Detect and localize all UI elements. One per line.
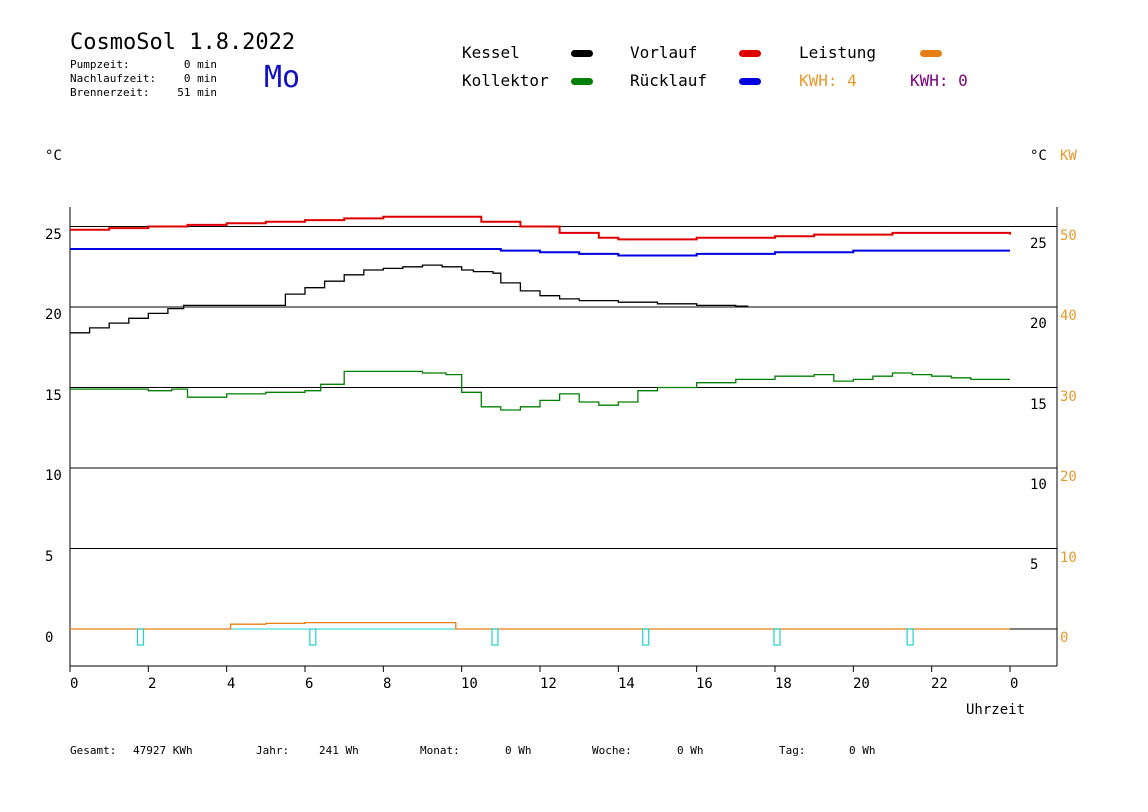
brennerzeit-value: 51 min (177, 86, 217, 99)
x-tick-12: 12 (540, 676, 557, 692)
legend-kollektor-swatch (571, 78, 593, 85)
kw-tick-40: 40 (1060, 308, 1077, 324)
x-axis-label: Uhrzeit (966, 702, 1026, 718)
app-title: CosmoSol 1.8.2022 (70, 30, 296, 55)
brennerzeit-label: Brennerzeit: (70, 86, 150, 99)
x-tick-4: 4 (227, 676, 236, 692)
pump-marker-5 (906, 628, 914, 646)
left-tick-25: 25 (45, 227, 62, 243)
legend-ruecklauf-label: Rücklauf (630, 71, 708, 90)
legend-kessel-swatch (571, 50, 593, 57)
x-tick-2: 2 (148, 676, 157, 692)
legend-kessel-label: Kessel (462, 43, 520, 62)
monat-value: 0 Wh (505, 744, 532, 757)
series-line-0 (70, 215, 1011, 241)
left-axis-unit: °C (45, 148, 62, 164)
legend-leistung-label: Leistung (799, 43, 877, 62)
right-tick-5: 5 (1030, 557, 1039, 573)
right-tick-20: 20 (1030, 316, 1047, 332)
pump-marker-3 (642, 628, 650, 646)
gesamt-label: Gesamt: (70, 744, 117, 757)
chart-plot (70, 215, 1011, 646)
legend-vorlauf-label: Vorlauf (630, 43, 698, 62)
x-tick-18: 18 (775, 676, 792, 692)
tag-value: 0 Wh (849, 744, 876, 757)
kw-tick-20: 20 (1060, 469, 1077, 485)
x-tick-16: 16 (696, 676, 713, 692)
x-tick-14: 14 (618, 676, 635, 692)
x-tick-10: 10 (461, 676, 478, 692)
nachlaufzeit-value: 0 min (183, 72, 217, 85)
kw-tick-0: 0 (1060, 630, 1069, 646)
chart-grid (69, 207, 1058, 672)
left-tick-5: 5 (45, 549, 54, 565)
x-tick-0: 0 (70, 676, 79, 692)
right-axis-unit: °C (1030, 148, 1047, 164)
gesamt-value: 47927 KWh (133, 744, 193, 757)
jahr-label: Jahr: (256, 744, 290, 757)
left-tick-20: 20 (45, 307, 62, 323)
weekday-label: Mo (264, 60, 301, 95)
left-tick-10: 10 (45, 468, 62, 484)
right-tick-25: 25 (1030, 236, 1047, 252)
x-tick-8: 8 (383, 676, 392, 692)
kw-axis-unit: KW (1060, 148, 1077, 164)
right-tick-15: 15 (1030, 397, 1047, 413)
woche-value: 0 Wh (677, 744, 704, 757)
pump-marker-1 (309, 628, 317, 646)
jahr-value: 241 Wh (319, 744, 359, 757)
series-line-3 (70, 370, 1010, 411)
legend-ruecklauf-swatch (739, 78, 761, 85)
series-line-2 (70, 264, 749, 334)
pump-marker-4 (773, 628, 781, 646)
pumpzeit-label: Pumpzeit: (70, 58, 130, 71)
kwh-purple-label: KWH: 0 (910, 71, 968, 90)
series-line-4 (70, 621, 1010, 630)
pump-marker-2 (491, 628, 499, 646)
legend-leistung-swatch (920, 50, 942, 57)
kw-tick-50: 50 (1060, 228, 1077, 244)
x-tick-22: 22 (931, 676, 948, 692)
left-tick-15: 15 (45, 388, 62, 404)
nachlaufzeit-label: Nachlaufzeit: (70, 72, 157, 85)
x-tick-24: 0 (1010, 676, 1019, 692)
kwh-orange-label: KWH: 4 (799, 71, 857, 90)
legend-vorlauf-swatch (739, 50, 761, 57)
monat-label: Monat: (420, 744, 460, 757)
pumpzeit-value: 0 min (183, 58, 217, 71)
woche-label: Woche: (592, 744, 632, 757)
legend-kollektor-label: Kollektor (462, 71, 549, 90)
x-tick-6: 6 (305, 676, 314, 692)
x-tick-20: 20 (853, 676, 870, 692)
left-tick-0: 0 (45, 630, 54, 646)
right-tick-10: 10 (1030, 477, 1047, 493)
kw-tick-30: 30 (1060, 389, 1077, 405)
pump-marker-0 (136, 628, 145, 646)
tag-label: Tag: (779, 744, 806, 757)
series-line-1 (70, 248, 1010, 257)
kw-tick-10: 10 (1060, 550, 1077, 566)
